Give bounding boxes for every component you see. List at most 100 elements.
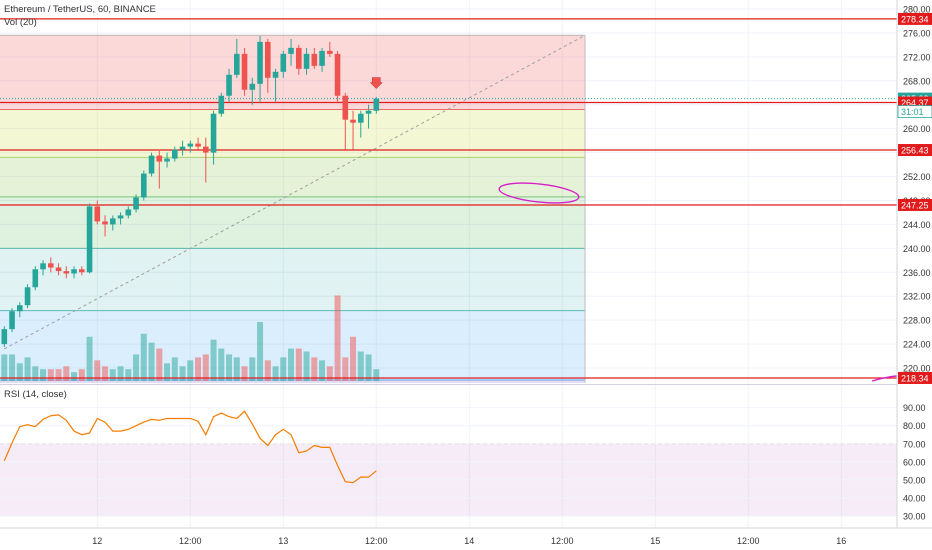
volume-bar xyxy=(187,360,194,381)
candle-body xyxy=(327,50,333,54)
price-tick-label: 240.00 xyxy=(903,244,931,254)
volume-bar xyxy=(164,363,171,381)
volume-bar xyxy=(133,354,140,381)
rsi-tick-label: 40.00 xyxy=(903,493,926,503)
volume-bar xyxy=(156,348,163,381)
volume-bar xyxy=(40,369,47,381)
rsi-tick-label: 70.00 xyxy=(903,439,926,449)
volume-bar xyxy=(78,369,85,381)
fib-zone xyxy=(0,109,586,158)
candle-body xyxy=(195,143,201,147)
fib-zone xyxy=(0,248,586,311)
candle-body xyxy=(133,197,139,210)
rsi-tick-label: 60.00 xyxy=(903,457,926,467)
price-tag xyxy=(898,198,932,211)
rsi-legend[interactable]: RSI (14, close) xyxy=(4,389,67,400)
candle-body xyxy=(141,173,147,198)
volume-bar xyxy=(257,322,264,381)
price-tick-label: 236.00 xyxy=(903,268,931,278)
candle-body xyxy=(303,53,310,69)
candle-body xyxy=(272,71,279,78)
candle-body xyxy=(110,218,116,225)
volume-bar xyxy=(86,336,93,381)
price-tick-label: 260.00 xyxy=(903,124,931,134)
down-arrow-marker xyxy=(369,77,383,89)
price-tag-label: 256.43 xyxy=(901,146,929,156)
candle-body xyxy=(334,53,341,96)
candle-body xyxy=(179,146,186,150)
candle-body xyxy=(48,263,54,268)
price-tick-label: 228.00 xyxy=(903,316,931,326)
volume-bar xyxy=(303,351,310,381)
volume-bar xyxy=(334,295,341,381)
volume-bar xyxy=(94,360,101,381)
volume-bar xyxy=(9,354,16,381)
volume-bar xyxy=(241,366,248,381)
time-axis-bg xyxy=(0,528,932,550)
candle-body xyxy=(210,113,217,153)
horizontal-lines[interactable] xyxy=(0,18,897,379)
volume-bar xyxy=(233,357,240,381)
candle-body xyxy=(63,271,70,274)
annotations[interactable] xyxy=(369,77,898,382)
volume-bar xyxy=(71,372,78,381)
price-tick-label: 244.00 xyxy=(903,220,931,230)
volume-bar xyxy=(125,369,132,381)
candle-body xyxy=(79,269,85,273)
volume-bar xyxy=(319,360,326,381)
candle-body xyxy=(94,206,101,222)
volume-bar xyxy=(55,369,62,381)
volume-bar xyxy=(24,357,31,381)
volume-bar xyxy=(210,339,217,381)
time-tick-label: 12 xyxy=(92,536,102,546)
candle-body xyxy=(319,50,325,66)
volume-bar xyxy=(195,357,202,381)
volume-bar xyxy=(63,366,70,381)
symbol-legend[interactable]: Ethereum / TetherUS, 60, BINANCE xyxy=(4,4,156,15)
candle-body xyxy=(102,221,108,225)
volume-bar xyxy=(311,357,318,381)
price-tag-label: 278.34 xyxy=(901,14,929,24)
volume-legend[interactable]: Vol (20) xyxy=(4,17,37,28)
volume-bar xyxy=(264,360,271,381)
candle-body xyxy=(311,53,318,66)
ellipse-drawing xyxy=(498,182,580,204)
time-tick-label: 12:00 xyxy=(551,536,574,546)
candle-body xyxy=(71,269,77,274)
candle-body xyxy=(9,311,15,330)
candle-body xyxy=(172,149,178,159)
volume-bar xyxy=(140,333,147,381)
rsi-tick-label: 90.00 xyxy=(903,403,926,413)
price-tick-label: 280.00 xyxy=(903,4,931,14)
price-tag xyxy=(898,12,932,25)
volume-bar xyxy=(288,348,295,381)
volume-bar xyxy=(1,354,8,381)
price-tag xyxy=(898,371,932,384)
candle-body xyxy=(156,155,163,162)
candle-body xyxy=(164,158,170,162)
rsi-pane xyxy=(0,384,932,517)
volume-bar xyxy=(226,354,233,381)
candle-body xyxy=(342,95,349,120)
ellipse-drawing-edge xyxy=(871,375,898,382)
price-tick-label: 224.00 xyxy=(903,340,931,350)
time-tick-label: 12:00 xyxy=(179,536,202,546)
candle-body xyxy=(226,74,232,96)
rsi-line xyxy=(3,410,377,484)
price-axis-bg xyxy=(897,0,932,550)
candle-body xyxy=(288,47,294,54)
candle-body xyxy=(373,98,380,111)
candle-body xyxy=(241,53,248,90)
volume-bar xyxy=(202,354,209,381)
fib-zone xyxy=(0,380,586,383)
candle-body xyxy=(296,47,302,69)
volume-bar xyxy=(179,366,186,381)
volume-bar xyxy=(47,369,54,381)
candle-body xyxy=(55,267,62,272)
countdown-label: 31:01 xyxy=(901,107,924,117)
volume-bar xyxy=(365,354,372,381)
volume-bar xyxy=(272,366,279,381)
